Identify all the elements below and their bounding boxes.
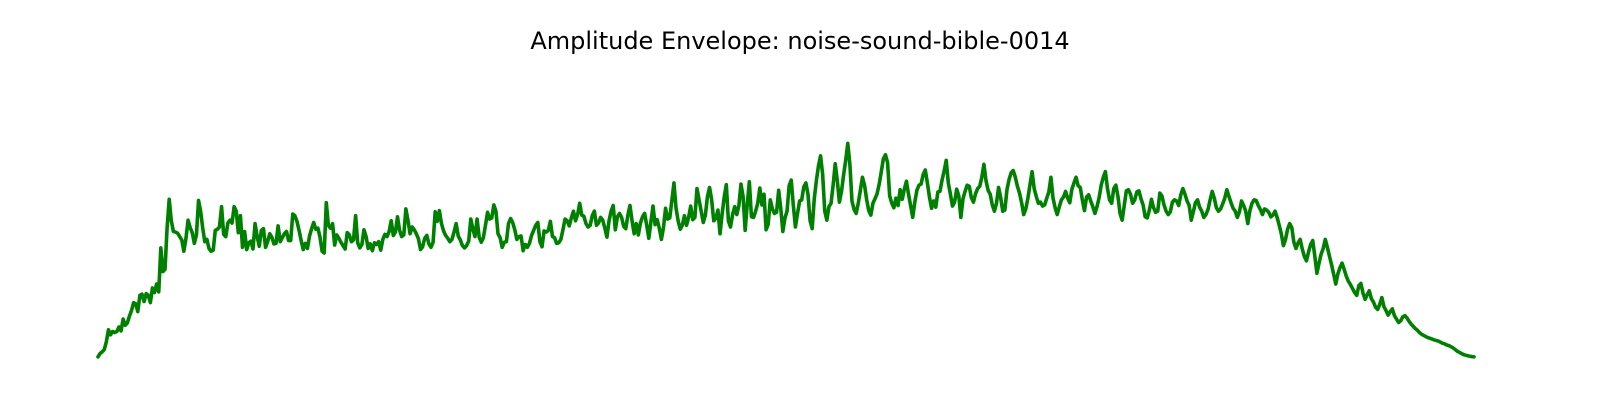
envelope-series-line <box>96 141 1476 359</box>
chart-title: Amplitude Envelope: noise-sound-bible-00… <box>530 27 1070 55</box>
plot-area <box>96 141 1476 359</box>
